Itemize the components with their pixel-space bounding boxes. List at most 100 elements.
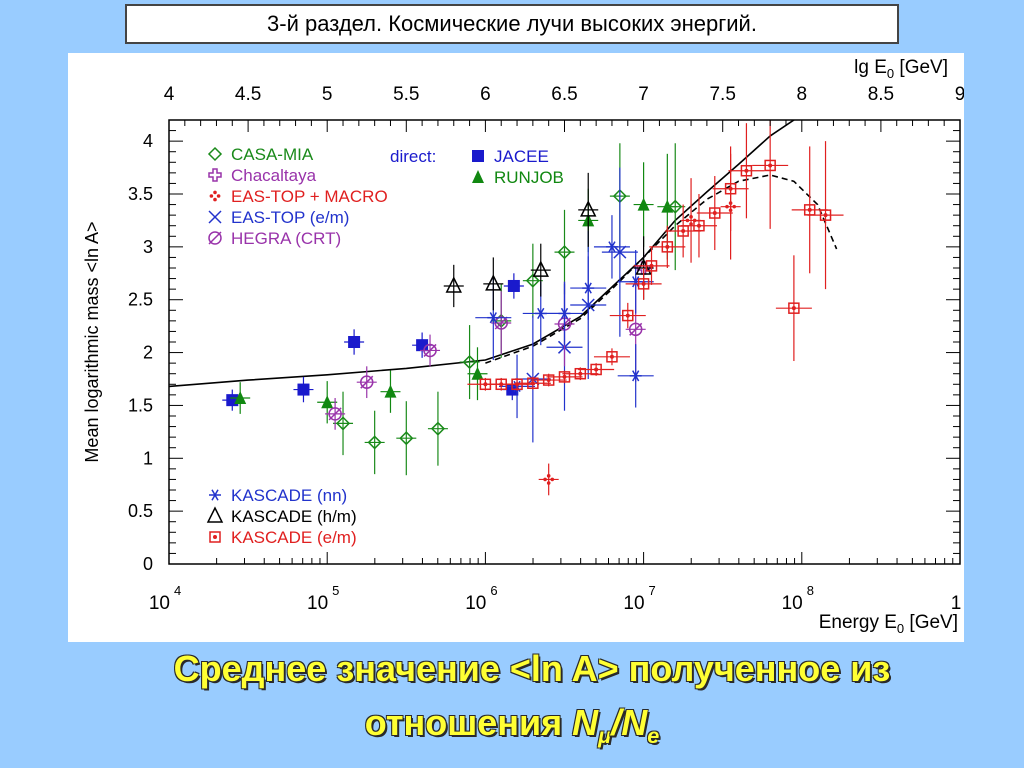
kascade_em-marker [574,367,587,380]
kascade_nn-marker [487,312,500,324]
runjob-marker [384,384,397,398]
runjob-marker [471,366,484,380]
kascade_em-marker [527,377,539,389]
series-runjob [230,153,678,424]
legend-label-runjob: RUNJOB [494,168,564,187]
top-tick-label: 4 [164,84,175,105]
chart-panel: 0 0.5 1 1.5 2 2.5 3 3.5 4 104 105 106 107 108 1 4 4.5 5 5.… [68,53,964,642]
y-tick-label: 3 [143,237,153,257]
kascade_nn-marker [605,241,618,253]
caption-line-1: Среднее значение <ln A> полученное из [173,648,891,689]
kascade_em-marker [637,278,650,290]
eastop_macro-marker [209,190,221,202]
legend-label-casa: CASA-MIA [231,145,314,164]
runjob-marker [234,391,247,405]
x-tick-label: 107 [623,583,655,614]
caption-line-2-prefix: отношения [364,702,573,743]
n-e: Ne [621,702,660,749]
runjob-marker [472,170,484,183]
series-kascade_nn [475,215,654,419]
eastop_em-marker [613,245,627,259]
runjob-marker [637,197,650,211]
casa-marker [430,421,446,436]
top-tick-label: 7.5 [709,84,735,105]
legend-label-eastop_em: EAS-TOP (e/m) [231,208,349,227]
y-tick-label: 2 [143,343,153,363]
y-tick-label: 0 [143,554,153,574]
legend-item-kascade_hm: KASCADE (h/m) [206,506,357,526]
casa-marker [367,435,382,450]
hegra-marker [328,407,342,421]
top-tick-label: 8 [797,84,808,105]
kascade_em-marker [542,374,555,386]
kascade_em-marker [622,309,634,322]
x-tick-label: 105 [307,583,339,614]
hegra-marker [208,231,222,245]
ratio-slash: / [611,702,622,743]
legend-label-kascade_hm: KASCADE (h/m) [231,507,357,526]
x-tick-label: 104 [149,583,181,614]
top-tick-label: 6.5 [551,84,577,105]
y-tick-label: 4 [143,131,153,151]
casa-marker [557,245,572,260]
top-tick-label: 9 [955,84,964,105]
kascade_hm-marker [206,506,224,523]
legend-item-casa: CASA-MIA [207,145,314,164]
kascade_em-marker [645,260,658,272]
legend-item-eastop_macro: EAS-TOP + MACRO [209,187,388,206]
series-jacee [222,273,524,411]
caption-line-2: отношения Nμ/Ne [0,702,1024,749]
series-kascade_hm [443,172,654,311]
legend-item-hegra: HEGRA (CRT) [208,229,341,248]
x-tick-label: 1 [951,593,962,614]
plot-area [169,120,844,496]
top-tick-label: 6 [480,84,491,105]
casa-marker [207,146,223,162]
x-axis-title: Energy E0 [GeV] [819,612,958,636]
kascade_hm-marker [580,200,597,217]
kascade_em-marker [709,207,721,219]
kascade_hm-marker [445,276,462,293]
top-tick-label: 5 [322,84,333,105]
kascade_nn-marker [209,489,221,501]
legend-direct-label: direct: [390,147,436,166]
kascade_em-marker [590,363,602,376]
casa-marker [668,199,683,214]
kascade_nn-marker [558,307,571,320]
top-tick-label: 8.5 [868,84,894,105]
casa-marker [335,416,351,431]
jacee-marker [297,383,310,396]
x-tick-label: 108 [782,583,814,614]
kascade_hm-marker [485,274,502,291]
kascade_em-marker [558,371,571,383]
kascade_em-marker [661,241,674,253]
kascade_em-marker [788,302,800,314]
legend-item-eastop_em: EAS-TOP (e/m) [208,208,349,227]
legend-item-kascade_em: KASCADE (e/m) [209,528,357,547]
legend-label-kascade_em: KASCADE (e/m) [231,528,357,547]
casa-marker [399,431,414,446]
runjob-marker [321,395,334,409]
model-curve-solid [169,120,796,388]
top-tick-label: 4.5 [235,84,261,105]
kascade_em-marker [740,164,753,177]
kascade_hm-marker [532,260,549,277]
legend-label-hegra: HEGRA (CRT) [231,229,341,248]
kascade_em-marker [819,209,832,221]
kascade_em-marker [606,351,618,363]
y-axis-title: Mean logarithmic mass <ln A> [82,221,102,462]
kascade_nn-marker [629,370,642,382]
kascade_nn-marker [629,276,642,288]
legend-label-eastop_macro: EAS-TOP + MACRO [231,187,388,206]
eastop_macro-marker [543,474,555,485]
hegra-marker [423,343,437,358]
x-tick-label: 106 [465,583,497,614]
kascade_em-marker [693,219,705,232]
eastop_em-marker [208,210,222,224]
y-tick-label: 0.5 [128,501,153,521]
kascade_em-marker [724,182,737,195]
top-tick-label: 5.5 [393,84,419,105]
legend-item-chacaltaya: Chacaltaya [208,166,317,185]
legend-label-kascade_nn: KASCADE (nn) [231,486,347,505]
top-tick-label: 7 [638,84,649,105]
